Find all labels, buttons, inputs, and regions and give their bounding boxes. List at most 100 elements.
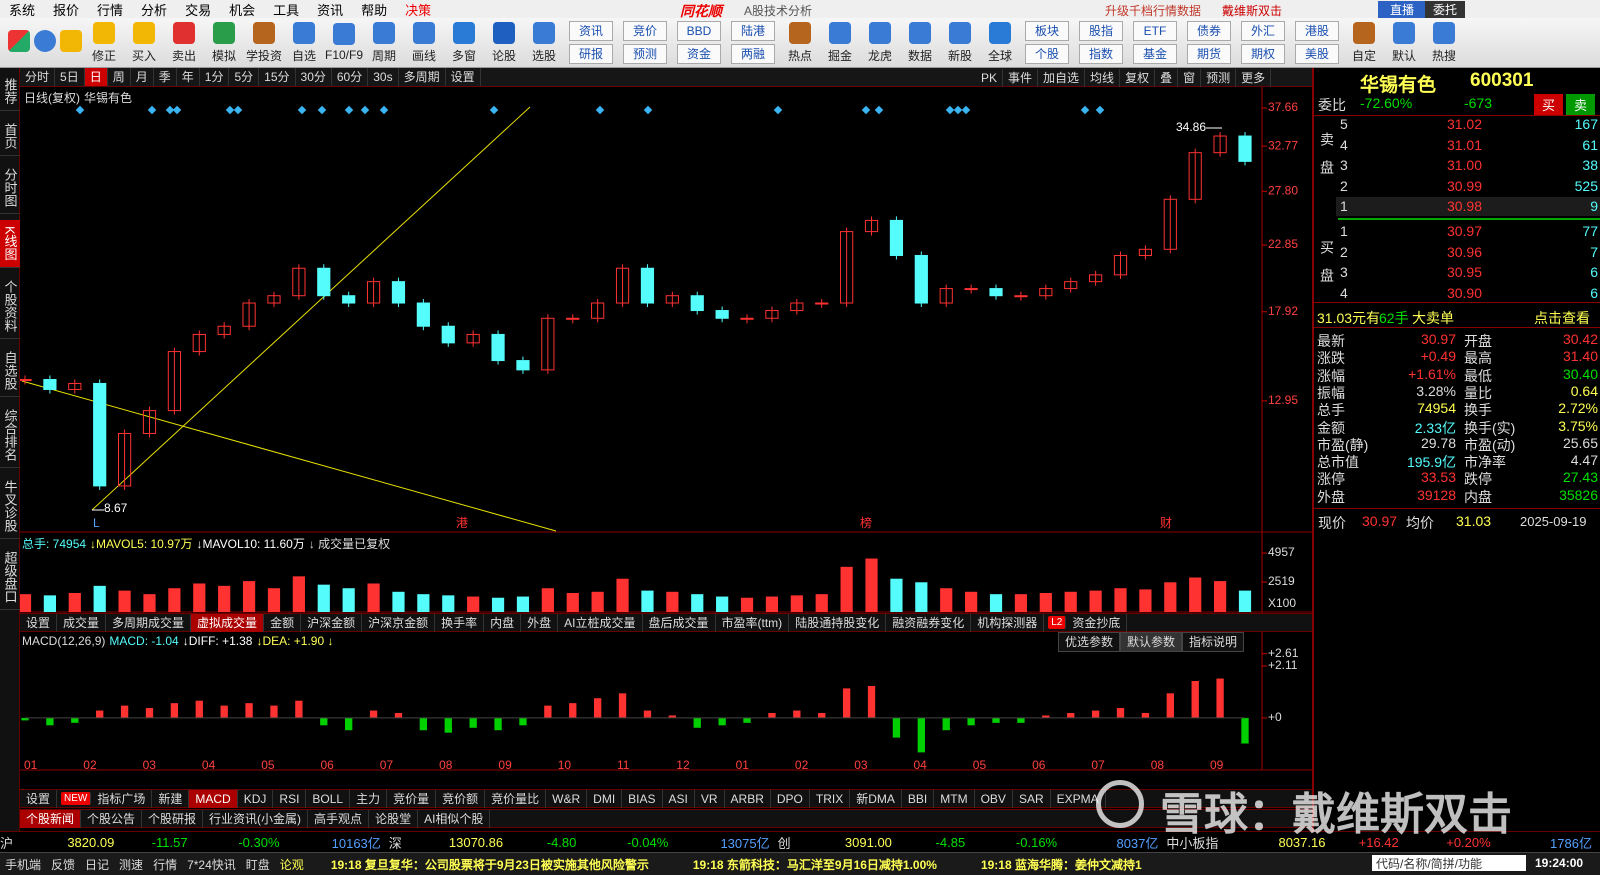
tab[interactable]: 融资融券变化: [886, 613, 972, 632]
period-tab[interactable]: 5日: [55, 68, 85, 86]
tab[interactable]: 盘后成交量: [643, 613, 716, 632]
toolbar-button[interactable]: 资讯: [569, 21, 613, 41]
tab[interactable]: DPO: [771, 789, 810, 808]
toolbar-button[interactable]: 美股: [1295, 44, 1339, 64]
toolbar-button[interactable]: 竞价: [623, 21, 667, 41]
tab[interactable]: AI相似个股: [418, 809, 491, 828]
toolbar-item[interactable]: 全球: [982, 21, 1018, 64]
tab[interactable]: 个股公告: [81, 809, 143, 828]
tab[interactable]: BOLL: [306, 789, 351, 808]
toolbar-item[interactable]: 自定: [1346, 21, 1382, 64]
upgrade-link[interactable]: 升级千档行情数据: [1105, 4, 1202, 18]
toolbar-item[interactable]: 画线: [406, 21, 442, 64]
tab[interactable]: TRIX: [810, 789, 851, 808]
toolbar-button[interactable]: 资金: [677, 44, 721, 64]
toolbar-item[interactable]: 数据: [902, 21, 938, 64]
tab[interactable]: 设置: [20, 789, 58, 808]
status-item[interactable]: 论观: [279, 857, 304, 872]
tab[interactable]: KDJ: [238, 789, 274, 808]
news-item[interactable]: 19:18 蓝海华腾：姜仲文减持1: [980, 857, 1142, 872]
menu-item[interactable]: 系统: [9, 2, 36, 18]
tab[interactable]: W&R: [546, 789, 588, 808]
tab[interactable]: 主力: [350, 789, 388, 808]
tab[interactable]: 高手观点: [308, 809, 370, 828]
toolbar-button[interactable]: 期货: [1187, 44, 1231, 64]
period-tab[interactable]: 分时: [20, 68, 56, 86]
period-tab[interactable]: 设置: [446, 68, 481, 86]
menu-item[interactable]: 工具: [273, 2, 300, 18]
back-icon[interactable]: [60, 30, 82, 52]
menu-item[interactable]: 决策: [405, 2, 432, 18]
tab[interactable]: ARBR: [725, 789, 771, 808]
tab[interactable]: 竞价量比: [485, 789, 547, 808]
menu-item[interactable]: 报价: [53, 2, 80, 18]
toolbar-item[interactable]: 周期: [366, 21, 402, 64]
menu-item[interactable]: 行情: [97, 2, 124, 18]
side-tab[interactable]: 综合排名: [0, 403, 20, 468]
macd-button[interactable]: 指标说明: [1182, 631, 1245, 652]
status-item[interactable]: 手机端: [5, 857, 42, 872]
tab[interactable]: MTM: [934, 789, 975, 808]
menu-item[interactable]: 帮助: [361, 2, 388, 18]
menu-item[interactable]: 资讯: [317, 2, 344, 18]
tab[interactable]: 设置: [20, 613, 58, 632]
toolbar-button[interactable]: 外汇: [1241, 21, 1285, 41]
tab[interactable]: 资金抄底: [1066, 613, 1128, 632]
tab[interactable]: 新DMA: [850, 789, 902, 808]
tool-tab[interactable]: 加自选: [1038, 68, 1086, 87]
toolbar-item[interactable]: 卖出: [166, 21, 202, 64]
side-tab[interactable]: K线图: [0, 220, 20, 268]
tab[interactable]: OBV: [975, 789, 1013, 808]
toolbar-item[interactable]: 掘金: [822, 21, 858, 64]
tab[interactable]: 竞价额: [436, 789, 486, 808]
tab[interactable]: BIAS: [622, 789, 663, 808]
toolbar-item[interactable]: 多窗: [446, 21, 482, 64]
side-tab[interactable]: 自选股: [0, 345, 20, 397]
toolbar-item[interactable]: 热搜: [1426, 21, 1462, 64]
toolbar-item[interactable]: 热点: [782, 21, 818, 64]
tab[interactable]: NEW: [61, 792, 92, 805]
macd-button[interactable]: 默认参数: [1120, 631, 1183, 652]
tool-tab[interactable]: 复权: [1120, 68, 1156, 87]
live-button[interactable]: 直播: [1378, 1, 1427, 18]
toolbar-item[interactable]: F10/F9: [325, 23, 363, 62]
period-tab[interactable]: 日: [84, 68, 108, 86]
toolbar-item[interactable]: 龙虎: [862, 21, 898, 64]
toolbar-button[interactable]: 预测: [623, 44, 667, 64]
tab[interactable]: 沪深京金额: [362, 613, 436, 632]
tab[interactable]: 金额: [264, 613, 302, 632]
status-item[interactable]: 行情: [153, 857, 178, 872]
tab[interactable]: 虚拟成交量: [191, 613, 265, 632]
tab[interactable]: DMI: [587, 789, 623, 808]
tab[interactable]: MACD: [189, 789, 238, 808]
news-item[interactable]: 19:18 复旦复华：公司股票将于9月23日被实施其他风险警示: [330, 857, 649, 872]
tab[interactable]: 陆股通持股变化: [789, 613, 887, 632]
toolbar-item[interactable]: 自选: [286, 21, 322, 64]
status-item[interactable]: 盯盘: [245, 857, 270, 872]
toolbar-button[interactable]: 板块: [1025, 21, 1069, 41]
tab[interactable]: 成交量: [57, 613, 107, 632]
tab[interactable]: 机构探测器: [971, 613, 1045, 632]
status-item[interactable]: 7*24快讯: [187, 857, 236, 872]
period-tab[interactable]: 30s: [368, 68, 399, 86]
toolbar-button[interactable]: BBD: [677, 21, 721, 41]
tab[interactable]: 个股新闻: [20, 809, 82, 828]
tab[interactable]: 新建: [152, 789, 190, 808]
side-tab[interactable]: 推荐: [0, 72, 20, 111]
toolbar-item[interactable]: 模拟: [206, 21, 242, 64]
tab[interactable]: VR: [695, 789, 725, 808]
toolbar-item[interactable]: 默认: [1386, 21, 1422, 64]
side-tab[interactable]: 牛叉诊股: [0, 474, 20, 539]
status-item[interactable]: 日记: [85, 857, 110, 872]
period-tab[interactable]: 60分: [332, 68, 369, 86]
tab[interactable]: 沪深金额: [301, 613, 363, 632]
period-tab[interactable]: 多周期: [399, 68, 446, 86]
toolbar-button[interactable]: 基金: [1133, 44, 1177, 64]
period-tab[interactable]: 季: [154, 68, 177, 86]
tab[interactable]: L2: [1048, 616, 1067, 629]
sell-button[interactable]: 卖: [1566, 94, 1596, 115]
period-tab[interactable]: 月: [131, 68, 154, 86]
news-item[interactable]: 19:18 东箭科技：马汇洋至9月16日减持1.00%: [692, 857, 937, 872]
toolbar-item[interactable]: 买入: [126, 21, 162, 64]
toolbar-button[interactable]: 股指: [1079, 21, 1123, 41]
